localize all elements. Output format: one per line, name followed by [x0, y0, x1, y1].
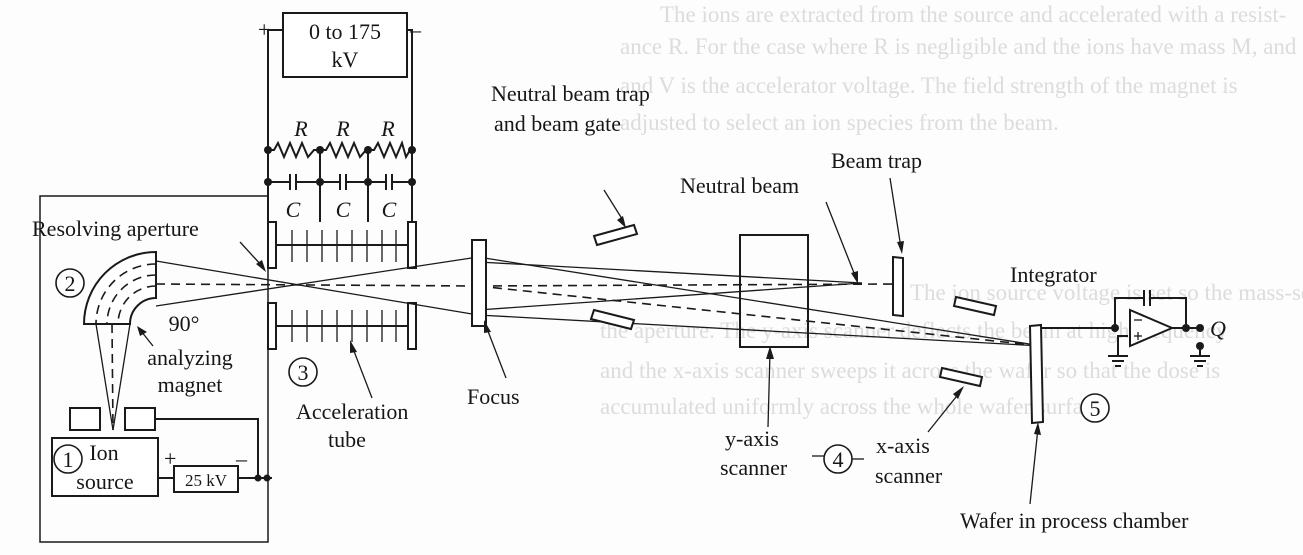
ion-source-label-line-1: Ion [89, 440, 118, 465]
accel-label-line-1: Acceleration [296, 399, 408, 424]
x-axis-scanner: x-axis scanner [875, 295, 998, 488]
magnet-label-line-1: analyzing [147, 345, 233, 370]
x-scanner-plate-upper [952, 295, 998, 317]
background-text: The ions are extracted from the source a… [600, 2, 1303, 419]
extraction-electrode-left [69, 407, 101, 431]
neutral-beam-trap: Neutral beam trap and beam gate [491, 81, 650, 331]
neutral-trap-label-line-1: Neutral beam trap [491, 81, 650, 106]
integrator-label: Integrator [1010, 262, 1097, 287]
accel-label-line-2: tube [328, 427, 366, 452]
q-output-label: Q [1210, 316, 1226, 341]
stage-marker-1: 1 [53, 444, 83, 474]
focus-lens: Focus [467, 239, 520, 409]
y-scanner-box [739, 234, 809, 348]
resolving-aperture-label: Resolving aperture [32, 216, 199, 241]
svg-text:4: 4 [833, 447, 844, 472]
x-scanner-plate-lower [938, 366, 984, 388]
ion-source-label-line-2: source [76, 469, 133, 494]
magnet-label-line-2: magnet [158, 372, 223, 397]
analyzing-magnet: 90° analyzing magnet [82, 250, 233, 431]
ghost-line-8: accumulated uniformly across the whole w… [600, 394, 1109, 419]
hv-supply-unit: kV [332, 47, 359, 72]
focus-label: Focus [467, 384, 520, 409]
svg-text:3: 3 [298, 360, 309, 385]
stage-marker-5: 5 [1080, 393, 1110, 423]
capacitor-label-3: C [382, 197, 397, 222]
ion-supply-label: 25 kV [185, 471, 228, 490]
y-scanner-label-line-2: scanner [720, 455, 788, 480]
integrator-circuit: Integrator Q [1010, 262, 1226, 367]
hv-supply-box [282, 12, 408, 78]
hv-supply-value: 0 to 175 [309, 19, 381, 44]
svg-text:2: 2 [65, 271, 76, 296]
ghost-line-2: ance R. For the case where R is negligib… [620, 34, 1297, 59]
wafer-holder [1028, 323, 1045, 425]
y-scanner-label-line-1: y-axis [725, 426, 779, 451]
ion-supply-minus: – [235, 446, 248, 471]
ion-beam [155, 256, 1043, 347]
stage-marker-2: 2 [55, 268, 85, 298]
ghost-line-3: and V is the accelerator voltage. The fi… [620, 73, 1238, 98]
resistor-label-2: R [335, 116, 350, 141]
acceleration-tube [267, 221, 417, 350]
acceleration-tube-callout: Acceleration tube [296, 340, 408, 452]
stage-markers: 1 2 3 4 5 [53, 268, 1110, 474]
extraction-electrode-right [124, 407, 156, 431]
tube-end-plate-top-left [267, 221, 277, 269]
wafer: Wafer in process chamber [960, 323, 1189, 533]
gate-plate-upper [592, 223, 639, 247]
ion-supply-plus: + [164, 446, 176, 471]
y-axis-scanner: y-axis scanner [720, 234, 809, 480]
focus-lens-element [471, 239, 487, 327]
beam-trap: Beam trap [831, 148, 922, 318]
neutral-beam-callout: Neutral beam [680, 173, 858, 284]
ghost-line-1: The ions are extracted from the source a… [660, 2, 1286, 27]
svg-text:1: 1 [63, 447, 74, 472]
beam-trap-plate [892, 255, 904, 318]
capacitor-label-2: C [336, 197, 351, 222]
beam-trap-label: Beam trap [831, 148, 922, 173]
magnet-angle-label: 90° [169, 311, 200, 336]
x-scanner-label-line-2: scanner [875, 463, 943, 488]
tube-end-plate-bottom-left [267, 302, 277, 350]
neutral-trap-label-line-2: and beam gate [494, 111, 621, 136]
resolving-aperture: Resolving aperture [32, 216, 266, 272]
wafer-label: Wafer in process chamber [960, 508, 1189, 533]
gate-plate-lower [589, 308, 636, 331]
neutral-beam-label: Neutral beam [680, 173, 799, 198]
svg-text:5: 5 [1090, 396, 1101, 421]
rc-ladder: R R R C C C [264, 116, 416, 222]
hv-supply: 0 to 175 kV + – [258, 12, 422, 150]
resistor-label-3: R [380, 116, 395, 141]
capacitor-label-1: C [286, 197, 301, 222]
tube-end-plate-bottom-right [407, 302, 417, 350]
magnet-body [82, 250, 157, 325]
ion-supply-box [173, 465, 239, 493]
x-scanner-label-line-1: x-axis [876, 433, 930, 458]
ion-source-panel-frame [39, 195, 269, 543]
stage-marker-3: 3 [288, 357, 318, 387]
ghost-line-7: and the x-axis scanner sweeps it across … [600, 358, 1220, 383]
ghost-line-4: adjusted to select an ion species from t… [620, 110, 1059, 135]
stage-marker-4: 4 [812, 444, 864, 474]
resistor-label-1: R [293, 116, 308, 141]
op-amp [1129, 308, 1175, 348]
tube-end-plate-top-right [407, 221, 417, 269]
